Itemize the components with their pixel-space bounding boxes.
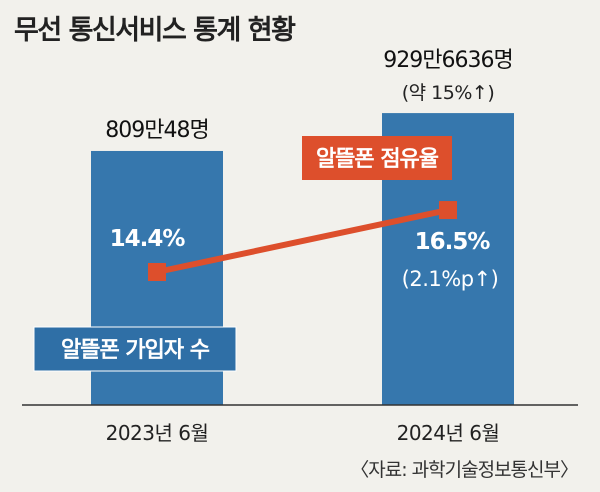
legend-subscribers-box: [33, 326, 237, 372]
bar-value-label: 809만48명: [105, 118, 208, 143]
legend-share-label: 알뜰폰 점유율: [316, 147, 439, 172]
bar-change-label: (약 15%↑): [402, 82, 495, 104]
line-point-1: [148, 263, 166, 281]
legend-share-box: [302, 136, 452, 180]
line-point-2: [439, 201, 457, 220]
source-note: 〈자료: 과학기술정보통신부〉: [350, 459, 579, 481]
chart-title: 무선 통신서비스 통계 현황: [14, 15, 296, 46]
x-tick-label: 2023년 6월: [106, 421, 209, 445]
share-value-label: 16.5%: [415, 229, 491, 255]
bar-value-label: 929만6636명: [383, 48, 512, 73]
share-value-label: 14.4%: [110, 226, 186, 252]
legend-subscribers-label: 알뜰폰 가입자 수: [61, 338, 210, 363]
line-series-share: [156, 207, 449, 275]
x-tick-label: 2024년 6월: [397, 421, 500, 445]
share-change-label: (2.1%p↑): [402, 267, 499, 291]
